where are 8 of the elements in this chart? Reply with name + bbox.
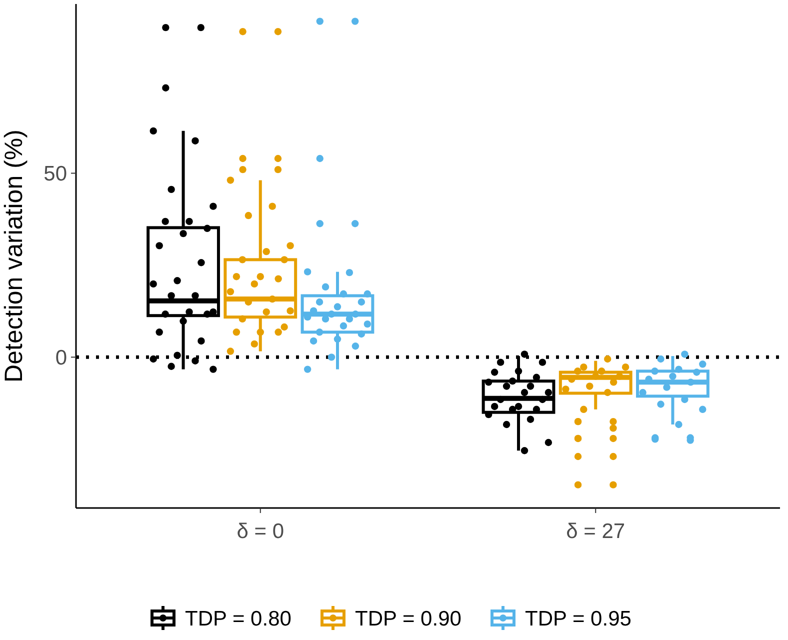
legend-label: TDP = 0.90 — [355, 607, 462, 630]
y-tick-label: 50 — [44, 162, 67, 186]
y-axis-title: Detection variation (%) — [0, 130, 28, 382]
legend-label: TDP = 0.80 — [185, 607, 292, 630]
x-tick-label: δ = 27 — [566, 520, 626, 543]
legend-label: TDP = 0.95 — [525, 607, 632, 630]
x-tick-label: δ = 0 — [236, 520, 284, 543]
y-tick-label: 0 — [55, 346, 67, 370]
